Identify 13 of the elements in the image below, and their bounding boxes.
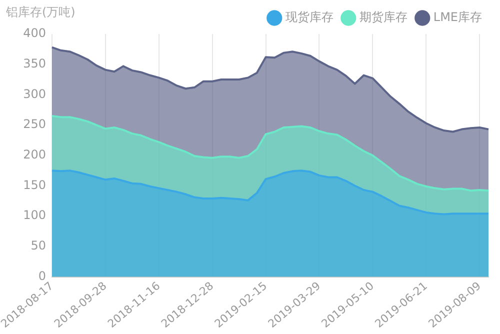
legend-label: 现货库存 [285,10,334,24]
y-tick-label: 250 [23,117,46,132]
y-tick-label: 200 [23,148,46,162]
y-tick-label: 400 [23,26,46,40]
legend-label: LME库存 [433,10,482,24]
y-tick-label: 300 [23,86,46,101]
y-tick-label: 100 [23,208,46,222]
y-axis-title: 铝库存(万吨) [5,5,76,20]
y-tick-label: 350 [23,56,46,70]
legend-label: 期货库存 [359,10,408,24]
y-tick-label: 0 [38,268,46,283]
y-tick-label: 150 [23,178,46,192]
y-tick-label: 50 [30,238,46,253]
